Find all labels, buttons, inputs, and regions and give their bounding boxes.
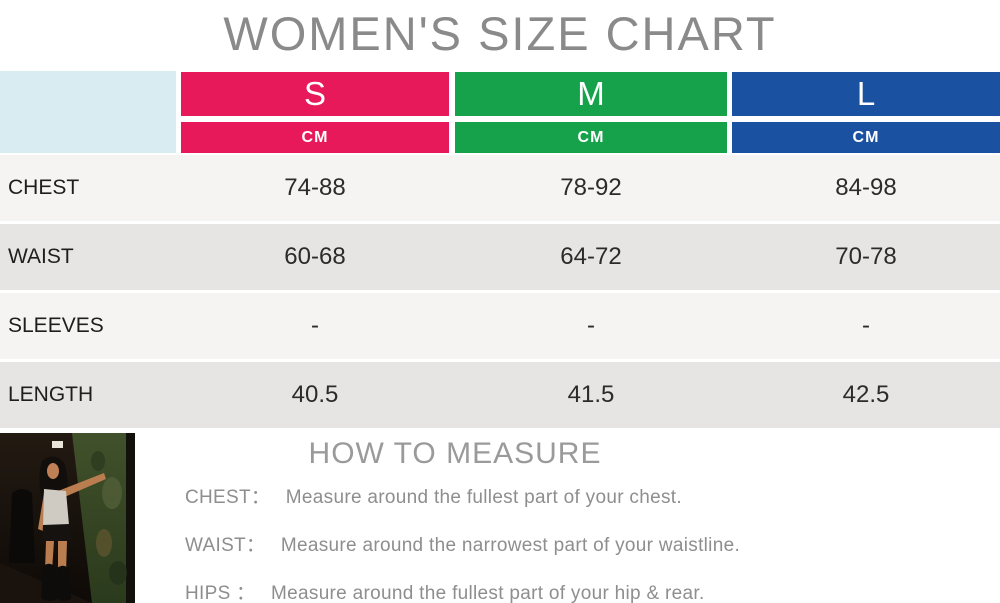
size-header-l: L — [732, 72, 1000, 116]
measure-text-hips: Measure around the fullest part of your … — [271, 583, 705, 603]
sleeves-value-s: - — [311, 312, 319, 339]
corset-top — [43, 489, 69, 527]
waist-value-m: 64-72 — [560, 243, 622, 270]
row-label-length: LENGTH — [8, 383, 94, 406]
table-row-chest: CHEST 74-88 78-92 84-98 — [0, 155, 1000, 221]
measure-label-chest: CHEST： — [185, 487, 271, 508]
sleeves-value-m: - — [587, 312, 595, 339]
length-value-s: 40.5 — [291, 381, 339, 408]
measure-line-hips: HIPS ： Measure around the fullest part o… — [185, 578, 865, 603]
measure-line-chest: CHEST： Measure around the fullest part o… — [185, 482, 865, 509]
size-header-m: M — [455, 72, 727, 116]
table-corner-cell — [0, 71, 176, 153]
model-figure — [38, 456, 106, 601]
left-boot — [41, 563, 57, 601]
ceiling-light — [52, 441, 63, 448]
chest-value-l: 84-98 — [835, 174, 897, 201]
table-row-length: LENGTH 40.5 41.5 42.5 — [0, 362, 1000, 428]
mossy-wall — [72, 433, 135, 603]
row-label-waist: WAIST — [8, 245, 74, 268]
waist-value-l: 70-78 — [835, 243, 897, 270]
photo-background — [0, 433, 135, 603]
unit-header-m: CM — [455, 122, 727, 153]
background-figure — [9, 489, 35, 563]
sleeves-value-l: - — [862, 312, 870, 339]
chest-value-s: 74-88 — [284, 174, 346, 201]
right-boot — [56, 565, 71, 601]
measure-text-chest: Measure around the fullest part of your … — [285, 487, 682, 508]
shorts — [42, 524, 72, 542]
extended-arm — [58, 473, 106, 499]
measure-label-hips: HIPS ： — [185, 583, 256, 603]
row-label-chest: CHEST — [8, 176, 80, 199]
table-row-waist: WAIST 60-68 64-72 70-78 — [0, 224, 1000, 290]
measure-line-waist: WAIST： Measure around the narrowest part… — [185, 530, 865, 557]
unit-header-l: CM — [732, 122, 1000, 153]
chest-value-m: 78-92 — [560, 174, 622, 201]
how-to-measure-heading: HOW TO MEASURE — [308, 437, 602, 470]
measure-text-waist: Measure around the narrowest part of you… — [280, 535, 741, 556]
model-photo — [0, 433, 135, 603]
unit-header-s: CM — [181, 122, 449, 153]
size-header-s: S — [181, 72, 449, 116]
row-label-sleeves: SLEEVES — [8, 314, 104, 337]
left-leg — [45, 541, 54, 571]
table-row-sleeves: SLEEVES - - - — [0, 293, 1000, 359]
waist-value-s: 60-68 — [284, 243, 346, 270]
measure-label-waist: WAIST： — [185, 535, 266, 556]
length-value-l: 42.5 — [842, 381, 890, 408]
face — [47, 463, 59, 479]
page-title: WOMEN'S SIZE CHART — [223, 7, 777, 60]
measure-instructions: CHEST： Measure around the fullest part o… — [185, 482, 865, 603]
length-value-m: 41.5 — [567, 381, 615, 408]
right-leg — [58, 541, 67, 573]
